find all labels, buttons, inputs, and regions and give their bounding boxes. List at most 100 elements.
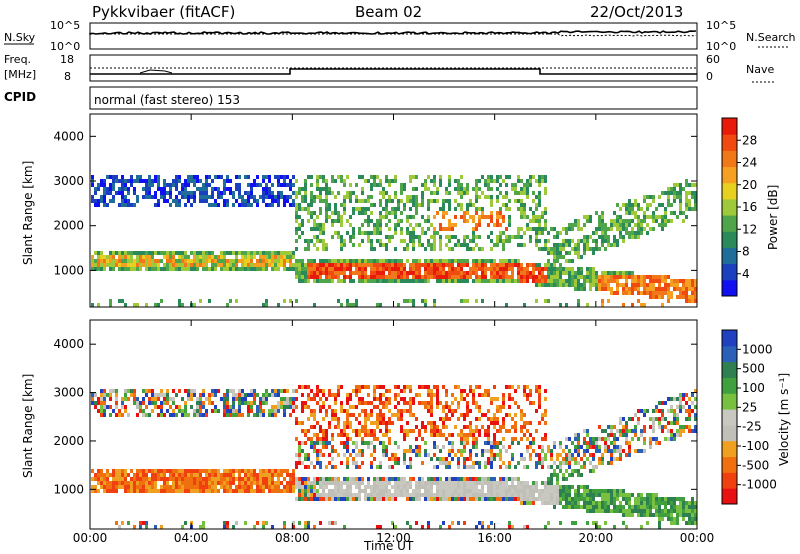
heatmap-cell <box>616 449 619 453</box>
heatmap-cell <box>436 279 439 283</box>
heatmap-cell <box>520 453 523 457</box>
heatmap-cell <box>295 271 298 275</box>
heatmap-cell <box>394 497 397 501</box>
heatmap-cell <box>190 405 193 409</box>
heatmap-cell <box>628 449 631 453</box>
heatmap-cell <box>379 417 382 421</box>
heatmap-cell <box>421 425 424 429</box>
heatmap-cell <box>400 211 403 215</box>
heatmap-cell <box>532 199 535 203</box>
heatmap-cell <box>541 489 544 493</box>
heatmap-cell <box>427 187 430 191</box>
heatmap-cell <box>586 215 589 219</box>
heatmap-cell <box>541 283 544 287</box>
heatmap-cell <box>169 203 172 207</box>
heatmap-cell <box>277 469 280 473</box>
heatmap-cell <box>280 255 283 259</box>
heatmap-cell <box>502 461 505 465</box>
heatmap-cell <box>265 255 268 259</box>
heatmap-cell <box>667 409 670 413</box>
heatmap-cell <box>355 393 358 397</box>
heatmap-cell <box>310 271 313 275</box>
heatmap-cell <box>382 433 385 437</box>
heatmap-cell <box>688 287 691 291</box>
heatmap-cell <box>316 497 319 501</box>
heatmap-cell <box>514 489 517 493</box>
heatmap-cell <box>160 469 163 473</box>
heatmap-cell <box>307 207 310 211</box>
heatmap-cell <box>295 389 298 393</box>
heatmap-cell <box>631 505 634 509</box>
heatmap-cell <box>577 505 580 509</box>
heatmap-cell <box>691 401 694 405</box>
heatmap-cell <box>349 275 352 279</box>
heatmap-cell <box>607 243 610 247</box>
heatmap-cell <box>325 429 328 433</box>
heatmap-cell <box>388 417 391 421</box>
heatmap-cell <box>637 207 640 211</box>
heatmap-cell <box>328 453 331 457</box>
heatmap-cell <box>538 195 541 199</box>
heatmap-cell <box>340 267 343 271</box>
heatmap-cell <box>343 203 346 207</box>
heatmap-cell <box>454 207 457 211</box>
heatmap-cell <box>265 183 268 187</box>
heatmap-cell <box>172 263 175 267</box>
heatmap-cell <box>382 385 385 389</box>
heatmap-cell <box>316 179 319 183</box>
heatmap-cell <box>562 477 565 481</box>
heatmap-cell <box>259 409 262 413</box>
heatmap-cell <box>487 183 490 187</box>
heatmap-cell <box>490 263 493 267</box>
heatmap-cell <box>124 195 127 199</box>
heatmap-cell <box>550 263 553 267</box>
heatmap-cell <box>166 477 169 481</box>
heatmap-cell <box>472 267 475 271</box>
heatmap-cell <box>556 497 559 501</box>
heatmap-cell <box>511 397 514 401</box>
heatmap-cell <box>397 207 400 211</box>
heatmap-cell <box>181 259 184 263</box>
heatmap-cell <box>652 211 655 215</box>
heatmap-cell <box>142 397 145 401</box>
heatmap-cell <box>670 211 673 215</box>
heatmap-cell <box>499 405 502 409</box>
heatmap-cell <box>112 477 115 481</box>
heatmap-cell <box>496 219 499 223</box>
heatmap-cell <box>487 485 490 489</box>
heatmap-cell <box>295 275 298 279</box>
heatmap-cell <box>436 477 439 481</box>
heatmap-cell <box>436 497 439 501</box>
heatmap-cell <box>283 255 286 259</box>
heatmap-cell <box>523 385 526 389</box>
heatmap-cell <box>511 497 514 501</box>
heatmap-cell <box>346 219 349 223</box>
velocity-ytick-label: 4000 <box>53 337 84 351</box>
heatmap-cell <box>382 481 385 485</box>
heatmap-cell <box>331 445 334 449</box>
heatmap-cell <box>595 211 598 215</box>
heatmap-cell <box>271 191 274 195</box>
heatmap-cell <box>157 175 160 179</box>
heatmap-cell <box>139 179 142 183</box>
heatmap-cell <box>451 521 454 525</box>
heatmap-cell <box>526 525 529 529</box>
heatmap-cell <box>334 425 337 429</box>
heatmap-cell <box>151 389 154 393</box>
heatmap-cell <box>637 509 640 513</box>
heatmap-cell <box>223 183 226 187</box>
heatmap-cell <box>337 271 340 275</box>
heatmap-cell <box>328 421 331 425</box>
heatmap-cell <box>376 477 379 481</box>
heatmap-cell <box>115 251 118 255</box>
heatmap-cell <box>370 493 373 497</box>
heatmap-cell <box>334 481 337 485</box>
heatmap-cell <box>385 481 388 485</box>
heatmap-cell <box>295 453 298 457</box>
heatmap-cell <box>265 175 268 179</box>
heatmap-cell <box>340 219 343 223</box>
heatmap-cell <box>304 179 307 183</box>
heatmap-cell <box>583 275 586 279</box>
heatmap-cell <box>283 389 286 393</box>
heatmap-cell <box>427 489 430 493</box>
